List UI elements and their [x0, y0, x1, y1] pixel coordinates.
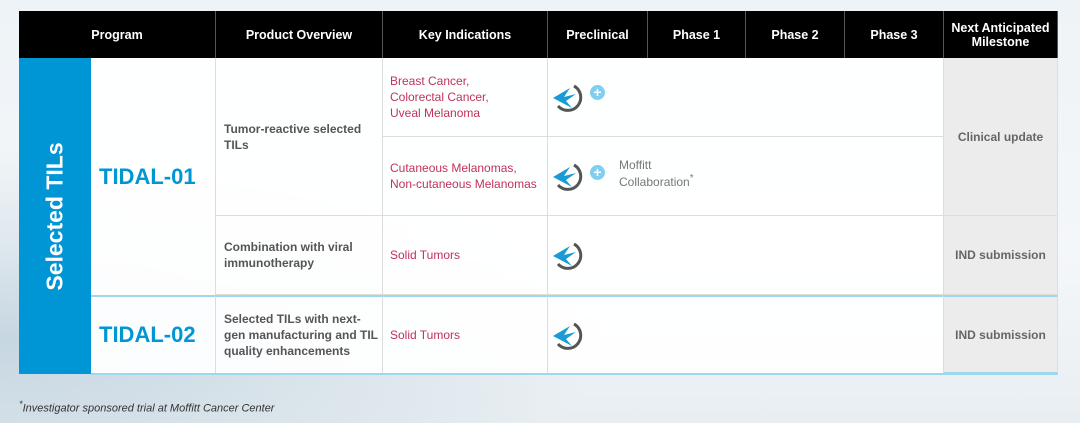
header-phase-1: Phase 1	[648, 11, 746, 58]
milestone-row-4: IND submission	[944, 295, 1058, 374]
overview-row-4: Selected TILs with next-gen manufacturin…	[216, 295, 383, 374]
company-logo-icon	[550, 318, 584, 352]
program-tidal-02: TIDAL-02	[91, 295, 216, 374]
stage-row-1	[548, 58, 944, 137]
note-text: Moffitt Collaboration	[619, 158, 690, 189]
overview-row-3: Combination with viral immunotherapy	[216, 216, 383, 295]
moffitt-note: Moffitt Collaboration*	[619, 159, 709, 189]
header-key-indications: Key Indications	[383, 11, 548, 58]
overview-row-1: Tumor-reactive selected TILs	[216, 58, 383, 216]
milestone-row-1: Clinical update	[944, 58, 1058, 216]
indications-row-3: Solid Tumors	[383, 216, 548, 295]
milestone-row-3: IND submission	[944, 216, 1058, 295]
indication: Uveal Melanoma	[390, 106, 481, 120]
group-label: Selected TILs	[41, 141, 68, 291]
footnote-text: Investigator sponsored trial at Moffitt …	[22, 402, 275, 415]
program-tidal-01: TIDAL-01	[91, 58, 216, 295]
header-preclinical: Preclinical	[548, 11, 648, 58]
indications-row-2: Cutaneous Melanomas, Non-cutaneous Melano…	[383, 137, 548, 216]
company-logo-icon	[550, 238, 584, 272]
indication: Colorectal Cancer,	[390, 90, 489, 104]
stage-row-2	[548, 137, 944, 216]
indications-row-1: Breast Cancer, Colorectal Cancer, Uveal Me…	[383, 58, 548, 137]
indication: Cutaneous Melanomas,	[390, 161, 517, 175]
group-label-cell: Selected TILs	[19, 58, 91, 374]
stage-row-4	[548, 295, 944, 374]
table-bottom-border	[91, 373, 1058, 375]
header-phase-2: Phase 2	[746, 11, 845, 58]
header-product-overview: Product Overview	[216, 11, 383, 58]
indication: Non-cutaneous Melanomas	[390, 177, 537, 191]
indications-row-4: Solid Tumors	[383, 295, 548, 374]
header-milestone: Next Anticipated Milestone	[944, 11, 1058, 58]
header-phase-3: Phase 3	[845, 11, 944, 58]
indication: Breast Cancer,	[390, 74, 470, 88]
plus-circle-icon: +	[590, 165, 605, 180]
header-program: Program	[19, 11, 216, 58]
company-logo-icon	[550, 159, 584, 193]
stage-row-3	[548, 216, 944, 295]
note-mark: *	[689, 173, 694, 184]
footnote: *Investigator sponsored trial at Moffitt…	[19, 399, 274, 415]
company-logo-icon	[550, 80, 584, 114]
footnote-mark: *	[19, 399, 23, 409]
plus-circle-icon: +	[590, 85, 605, 100]
